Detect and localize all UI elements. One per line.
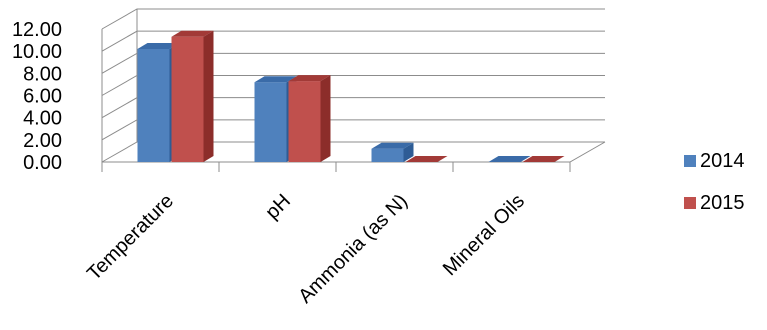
bar-top	[488, 156, 531, 162]
x-category-label: Temperature	[83, 190, 178, 285]
bar	[488, 156, 531, 162]
y-tick-label: 6.00	[23, 86, 62, 108]
gridline	[101, 8, 605, 30]
bar-top	[137, 42, 180, 49]
bar-side	[320, 75, 331, 162]
bar-top	[171, 30, 214, 37]
bar	[522, 156, 565, 162]
bar-front	[137, 48, 170, 163]
y-tick-label: 4.00	[23, 108, 62, 130]
bar-top	[371, 142, 414, 149]
bar	[371, 142, 414, 162]
bars	[137, 30, 565, 163]
legend-label: 2015	[700, 192, 745, 214]
bar-side	[403, 142, 414, 162]
bar	[288, 75, 331, 162]
bar-top	[288, 75, 331, 82]
bar-front	[171, 36, 204, 163]
y-tick-label: 2.00	[23, 130, 62, 152]
x-category-labels: Temperature pH Ammonia (as N) Mineral Oils	[83, 190, 529, 308]
bar-front	[254, 82, 287, 162]
x-category-label: Ammonia (as N)	[294, 190, 412, 308]
bar-front	[288, 81, 321, 162]
legend-label: 2014	[700, 150, 745, 172]
legend: 2014 2015	[684, 150, 745, 214]
bar-front	[371, 148, 404, 162]
x-category-label: Mineral Oils	[439, 190, 529, 280]
bar	[171, 30, 214, 163]
y-tick-label: 10.00	[12, 41, 62, 63]
y-tick-label: 12.00	[12, 19, 62, 41]
y-tick-label: 8.00	[23, 63, 62, 85]
bar-top	[254, 76, 297, 83]
legend-swatch	[684, 155, 696, 167]
bar-top	[405, 156, 448, 162]
bar-side	[203, 30, 214, 163]
legend-swatch	[684, 197, 696, 209]
y-tick-label: 0.00	[23, 152, 62, 174]
bar	[405, 156, 448, 162]
bar-top	[522, 156, 565, 162]
x-category-label: pH	[261, 190, 295, 224]
